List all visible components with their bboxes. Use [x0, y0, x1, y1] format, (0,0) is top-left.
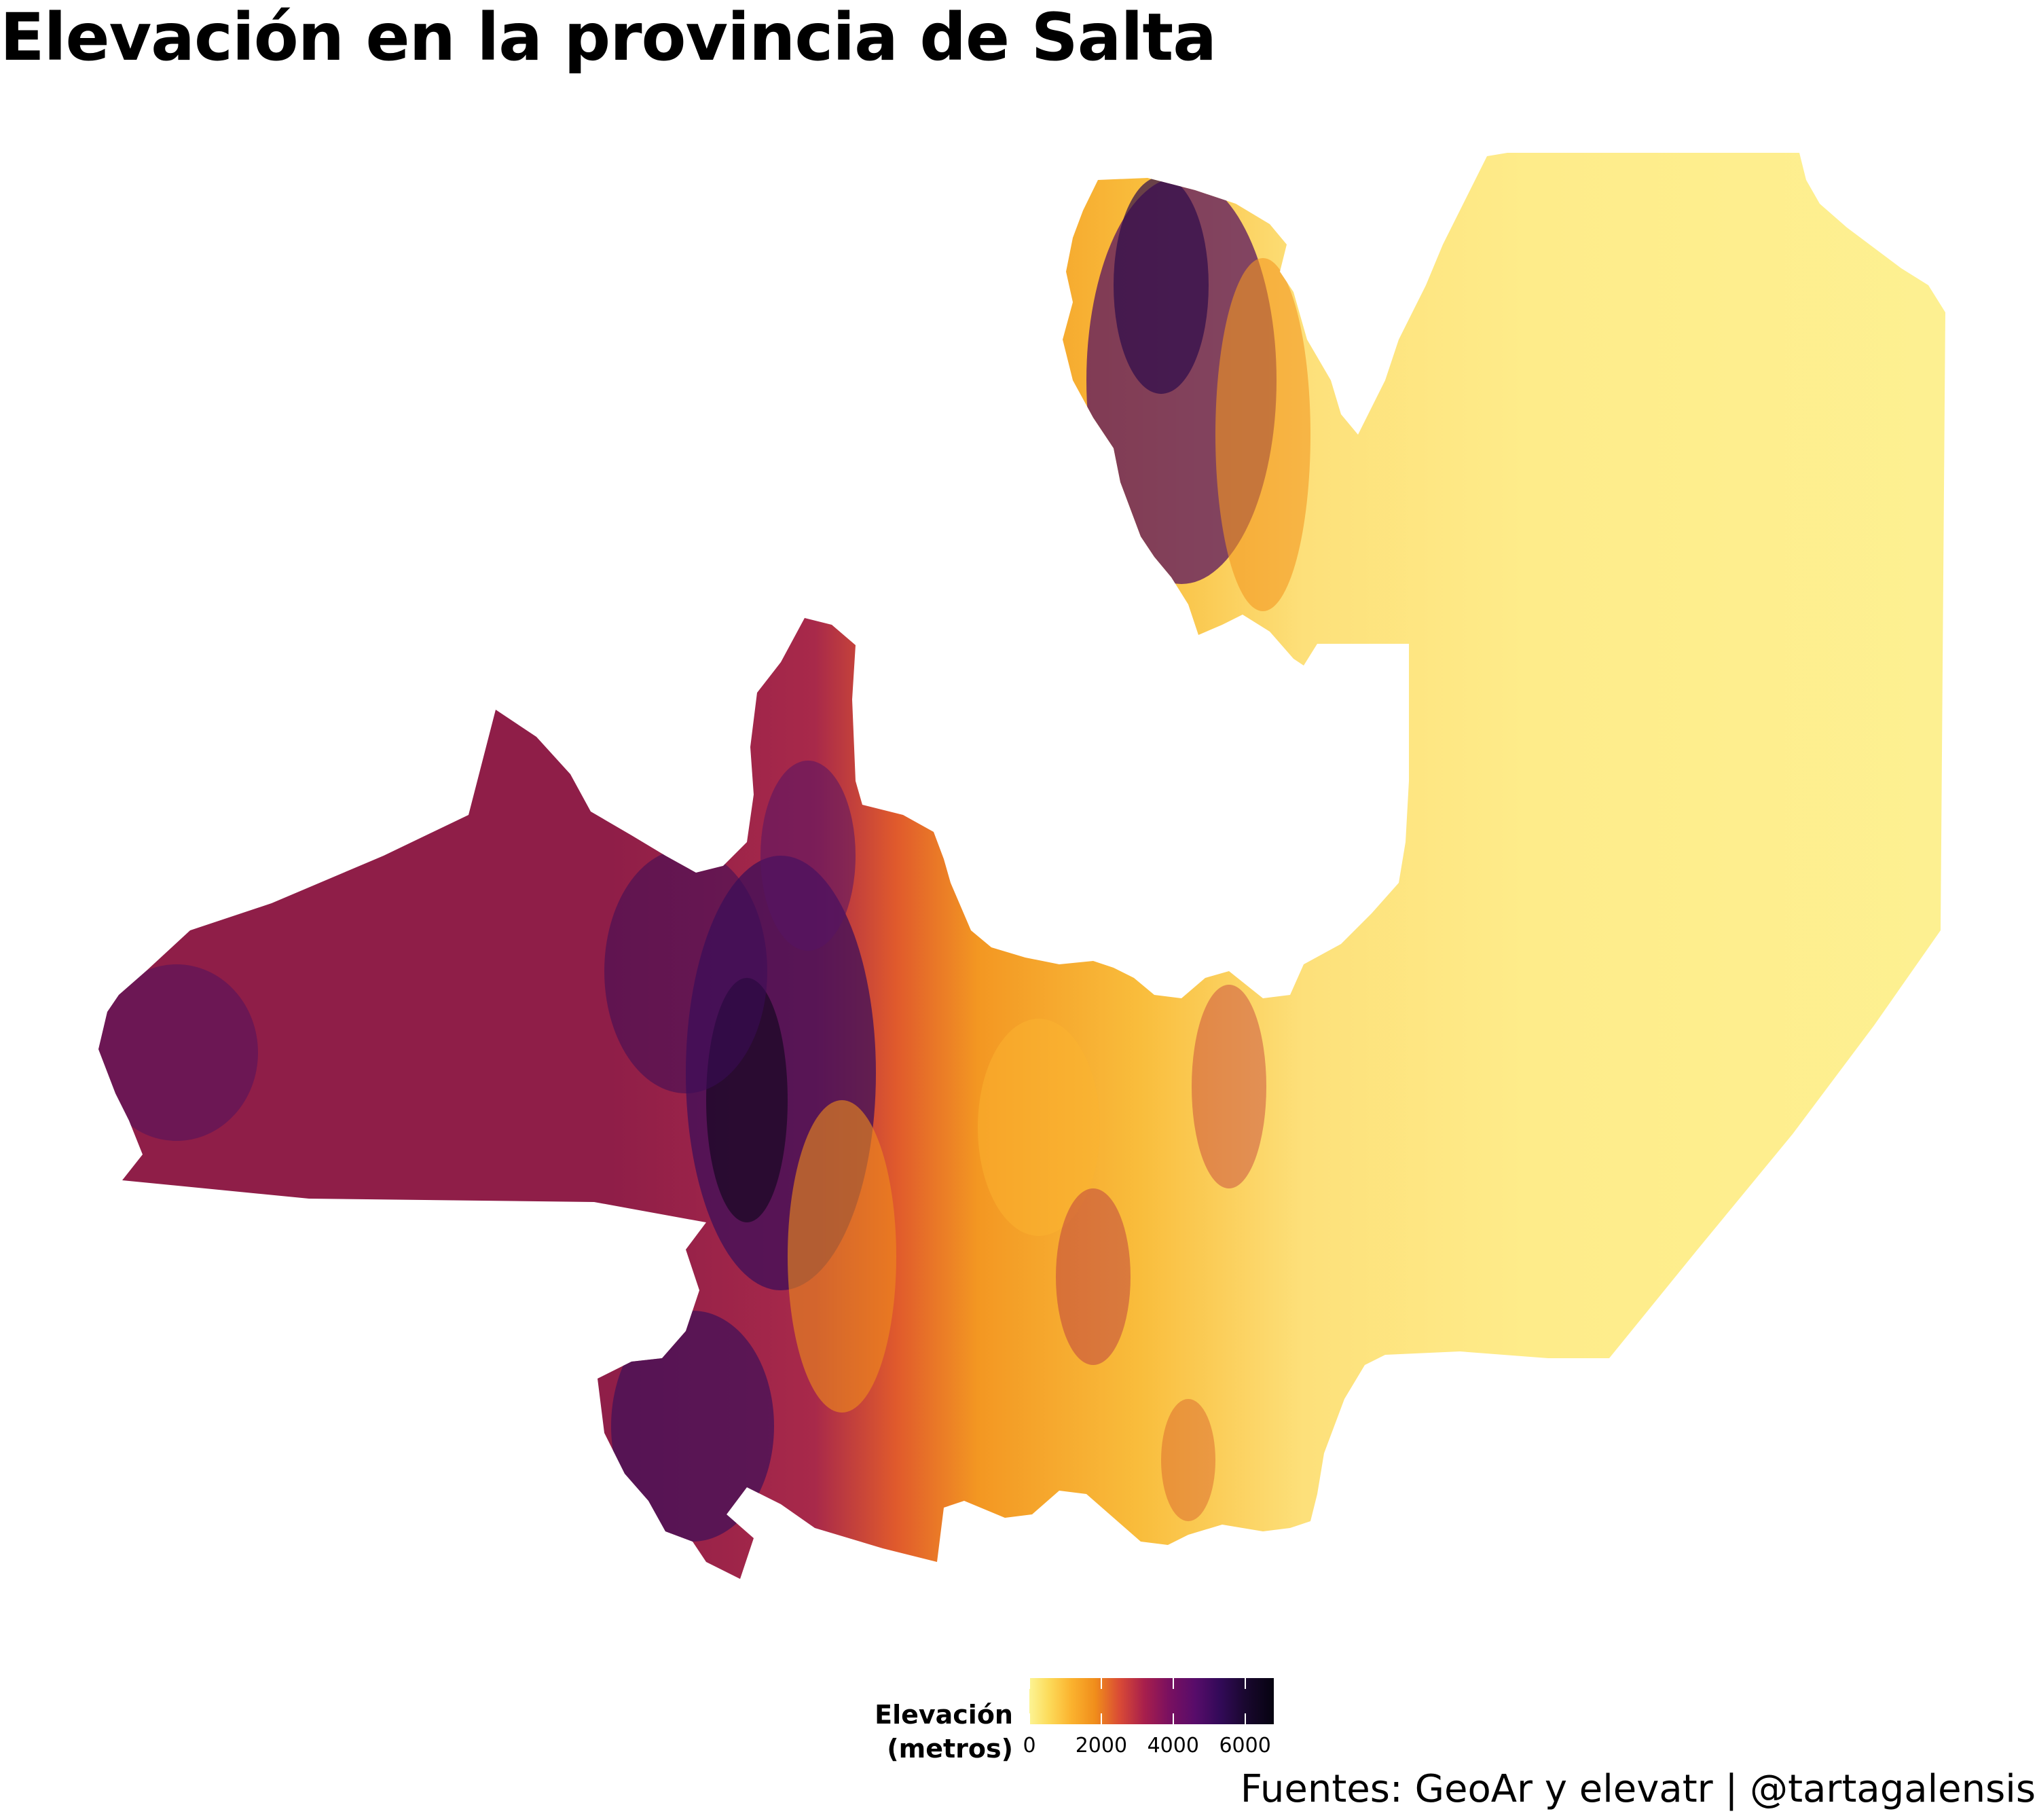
legend-tick-mark-4000-bottom [1172, 1713, 1174, 1724]
eastern-ranges [1192, 985, 1266, 1188]
legend-tick-mark-4000 [1172, 1678, 1174, 1689]
northern-highlands-core [1114, 177, 1209, 394]
legend-tick-mark-0-bottom [1029, 1713, 1030, 1724]
legend-tick-label-0: 0 [1023, 1734, 1036, 1758]
sierra-south [1056, 1188, 1131, 1365]
legend-tick-mark-6000-bottom [1244, 1713, 1246, 1724]
calchaqui-valley [788, 1100, 896, 1413]
puna-west [98, 964, 258, 1141]
legend-tick-mark-0 [1029, 1678, 1030, 1689]
puna-north [760, 761, 856, 951]
puna-east-rim [604, 849, 767, 1093]
legend-color-bar [1029, 1678, 1274, 1724]
map-title: Elevación en la provincia de Salta [0, 0, 1217, 75]
legend-tick-label-2000: 2000 [1075, 1734, 1128, 1758]
southern-highlands [611, 1311, 774, 1542]
source-caption: Fuentes: GeoAr y elevatr | @tartagalensi… [1240, 1767, 2036, 1811]
legend-tick-mark-2000-bottom [1100, 1713, 1102, 1724]
legend-tick-mark-6000 [1244, 1678, 1246, 1689]
northern-slope [1215, 258, 1310, 611]
legend-tick-mark-2000 [1100, 1678, 1102, 1689]
sierra-southeast [1161, 1399, 1215, 1521]
legend-tick-label-4000: 4000 [1147, 1734, 1199, 1758]
lerma-valley [978, 1019, 1100, 1236]
legend-tick-label-6000: 6000 [1219, 1734, 1271, 1758]
legend-title: Elevación (metros) [875, 1700, 1013, 1764]
